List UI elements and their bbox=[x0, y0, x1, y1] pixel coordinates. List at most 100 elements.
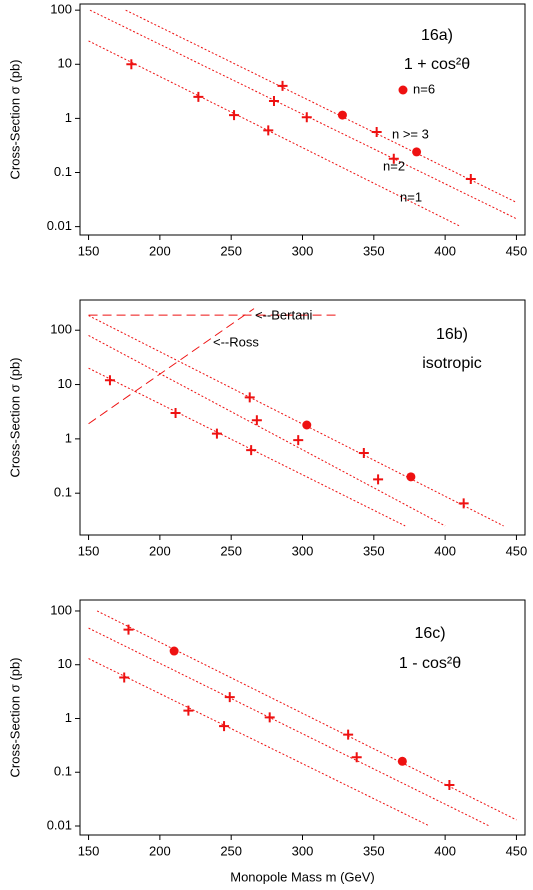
y-axis-label: Cross-Section σ (pb) bbox=[7, 59, 22, 179]
point bbox=[301, 112, 312, 123]
reference-line bbox=[125, 9, 517, 203]
point bbox=[244, 392, 255, 403]
y-tick-label: 10 bbox=[58, 56, 72, 71]
y-tick-label: 0.1 bbox=[54, 485, 72, 500]
point bbox=[169, 646, 179, 656]
point bbox=[412, 147, 422, 157]
plot-frame bbox=[79, 3, 526, 236]
point bbox=[246, 445, 257, 456]
annotation: 1 - cos²θ bbox=[399, 655, 461, 672]
annotation: <--Bertani bbox=[255, 307, 313, 322]
y-tick-label: 0.01 bbox=[47, 817, 72, 832]
x-tick-label: 350 bbox=[363, 243, 385, 258]
reference-line bbox=[88, 308, 255, 425]
point bbox=[444, 779, 455, 790]
y-tick-label: 1 bbox=[65, 430, 72, 445]
reference-line bbox=[89, 9, 517, 220]
x-axis-label: Monopole Mass m (GeV) bbox=[230, 869, 375, 884]
y-tick-label: 1 bbox=[65, 710, 72, 725]
annotation: 16b) bbox=[436, 326, 468, 343]
y-axis-label: Cross-Section σ (pb) bbox=[7, 657, 22, 777]
reference-line bbox=[88, 335, 446, 527]
x-tick-label: 150 bbox=[78, 843, 100, 858]
point bbox=[123, 624, 134, 635]
point bbox=[229, 110, 240, 121]
point bbox=[302, 420, 312, 430]
x-tick-label: 400 bbox=[434, 543, 456, 558]
x-tick-label: 250 bbox=[220, 543, 242, 558]
x-tick-label: 350 bbox=[363, 843, 385, 858]
point bbox=[126, 59, 137, 70]
x-tick-label: 150 bbox=[78, 543, 100, 558]
point bbox=[343, 729, 354, 740]
point bbox=[277, 80, 288, 91]
reference-line bbox=[88, 315, 504, 527]
point bbox=[170, 407, 181, 418]
point bbox=[351, 752, 362, 763]
x-tick-label: 300 bbox=[292, 543, 314, 558]
point bbox=[268, 95, 279, 106]
reference-line bbox=[88, 627, 490, 827]
x-tick-label: 200 bbox=[149, 243, 171, 258]
annotation: 1 + cos²θ bbox=[404, 56, 470, 73]
point bbox=[373, 474, 384, 485]
x-tick-label: 150 bbox=[78, 243, 100, 258]
x-tick-label: 450 bbox=[506, 543, 528, 558]
point bbox=[183, 705, 194, 716]
reference-line bbox=[88, 367, 406, 527]
point bbox=[397, 756, 407, 766]
y-tick-label: 10 bbox=[58, 376, 72, 391]
annotation: isotropic bbox=[422, 355, 482, 372]
x-tick-label: 300 bbox=[292, 243, 314, 258]
point bbox=[293, 435, 304, 446]
annotation: 16a) bbox=[421, 27, 453, 44]
point bbox=[406, 472, 416, 482]
reference-line bbox=[88, 658, 430, 827]
y-tick-label: 1 bbox=[65, 110, 72, 125]
point bbox=[337, 110, 347, 120]
point bbox=[371, 127, 382, 138]
reference-line bbox=[96, 610, 517, 821]
plot-frame bbox=[79, 599, 526, 836]
x-tick-label: 400 bbox=[434, 843, 456, 858]
y-tick-label: 0.1 bbox=[54, 764, 72, 779]
annotation: 16c) bbox=[414, 625, 445, 642]
x-tick-label: 250 bbox=[220, 243, 242, 258]
annotation: n=2 bbox=[383, 158, 405, 173]
point bbox=[193, 91, 204, 102]
legend-marker bbox=[398, 85, 408, 95]
point bbox=[211, 428, 222, 439]
point bbox=[224, 692, 235, 703]
x-tick-label: 300 bbox=[292, 843, 314, 858]
point bbox=[263, 125, 274, 136]
reference-line bbox=[88, 40, 462, 228]
y-tick-label: 100 bbox=[50, 322, 72, 337]
y-tick-label: 10 bbox=[58, 656, 72, 671]
point bbox=[358, 447, 369, 458]
x-tick-label: 450 bbox=[506, 843, 528, 858]
annotation: n >= 3 bbox=[392, 126, 429, 141]
y-tick-label: 100 bbox=[50, 2, 72, 17]
point bbox=[219, 721, 230, 732]
y-tick-label: 100 bbox=[50, 602, 72, 617]
x-tick-label: 250 bbox=[220, 843, 242, 858]
annotation: <--Ross bbox=[213, 334, 259, 349]
y-tick-label: 0.01 bbox=[47, 218, 72, 233]
x-tick-label: 200 bbox=[149, 543, 171, 558]
point bbox=[119, 672, 130, 683]
point bbox=[264, 712, 275, 723]
point bbox=[251, 415, 262, 426]
y-tick-label: 0.1 bbox=[54, 164, 72, 179]
x-tick-label: 450 bbox=[506, 243, 528, 258]
x-tick-label: 400 bbox=[434, 243, 456, 258]
x-tick-label: 200 bbox=[149, 843, 171, 858]
legend-label: n=6 bbox=[413, 81, 435, 96]
point bbox=[465, 173, 476, 184]
y-axis-label: Cross-Section σ (pb) bbox=[7, 357, 22, 477]
point bbox=[458, 498, 469, 509]
point bbox=[104, 375, 115, 386]
point bbox=[388, 153, 399, 164]
x-tick-label: 350 bbox=[363, 543, 385, 558]
annotation: n=1 bbox=[400, 189, 422, 204]
